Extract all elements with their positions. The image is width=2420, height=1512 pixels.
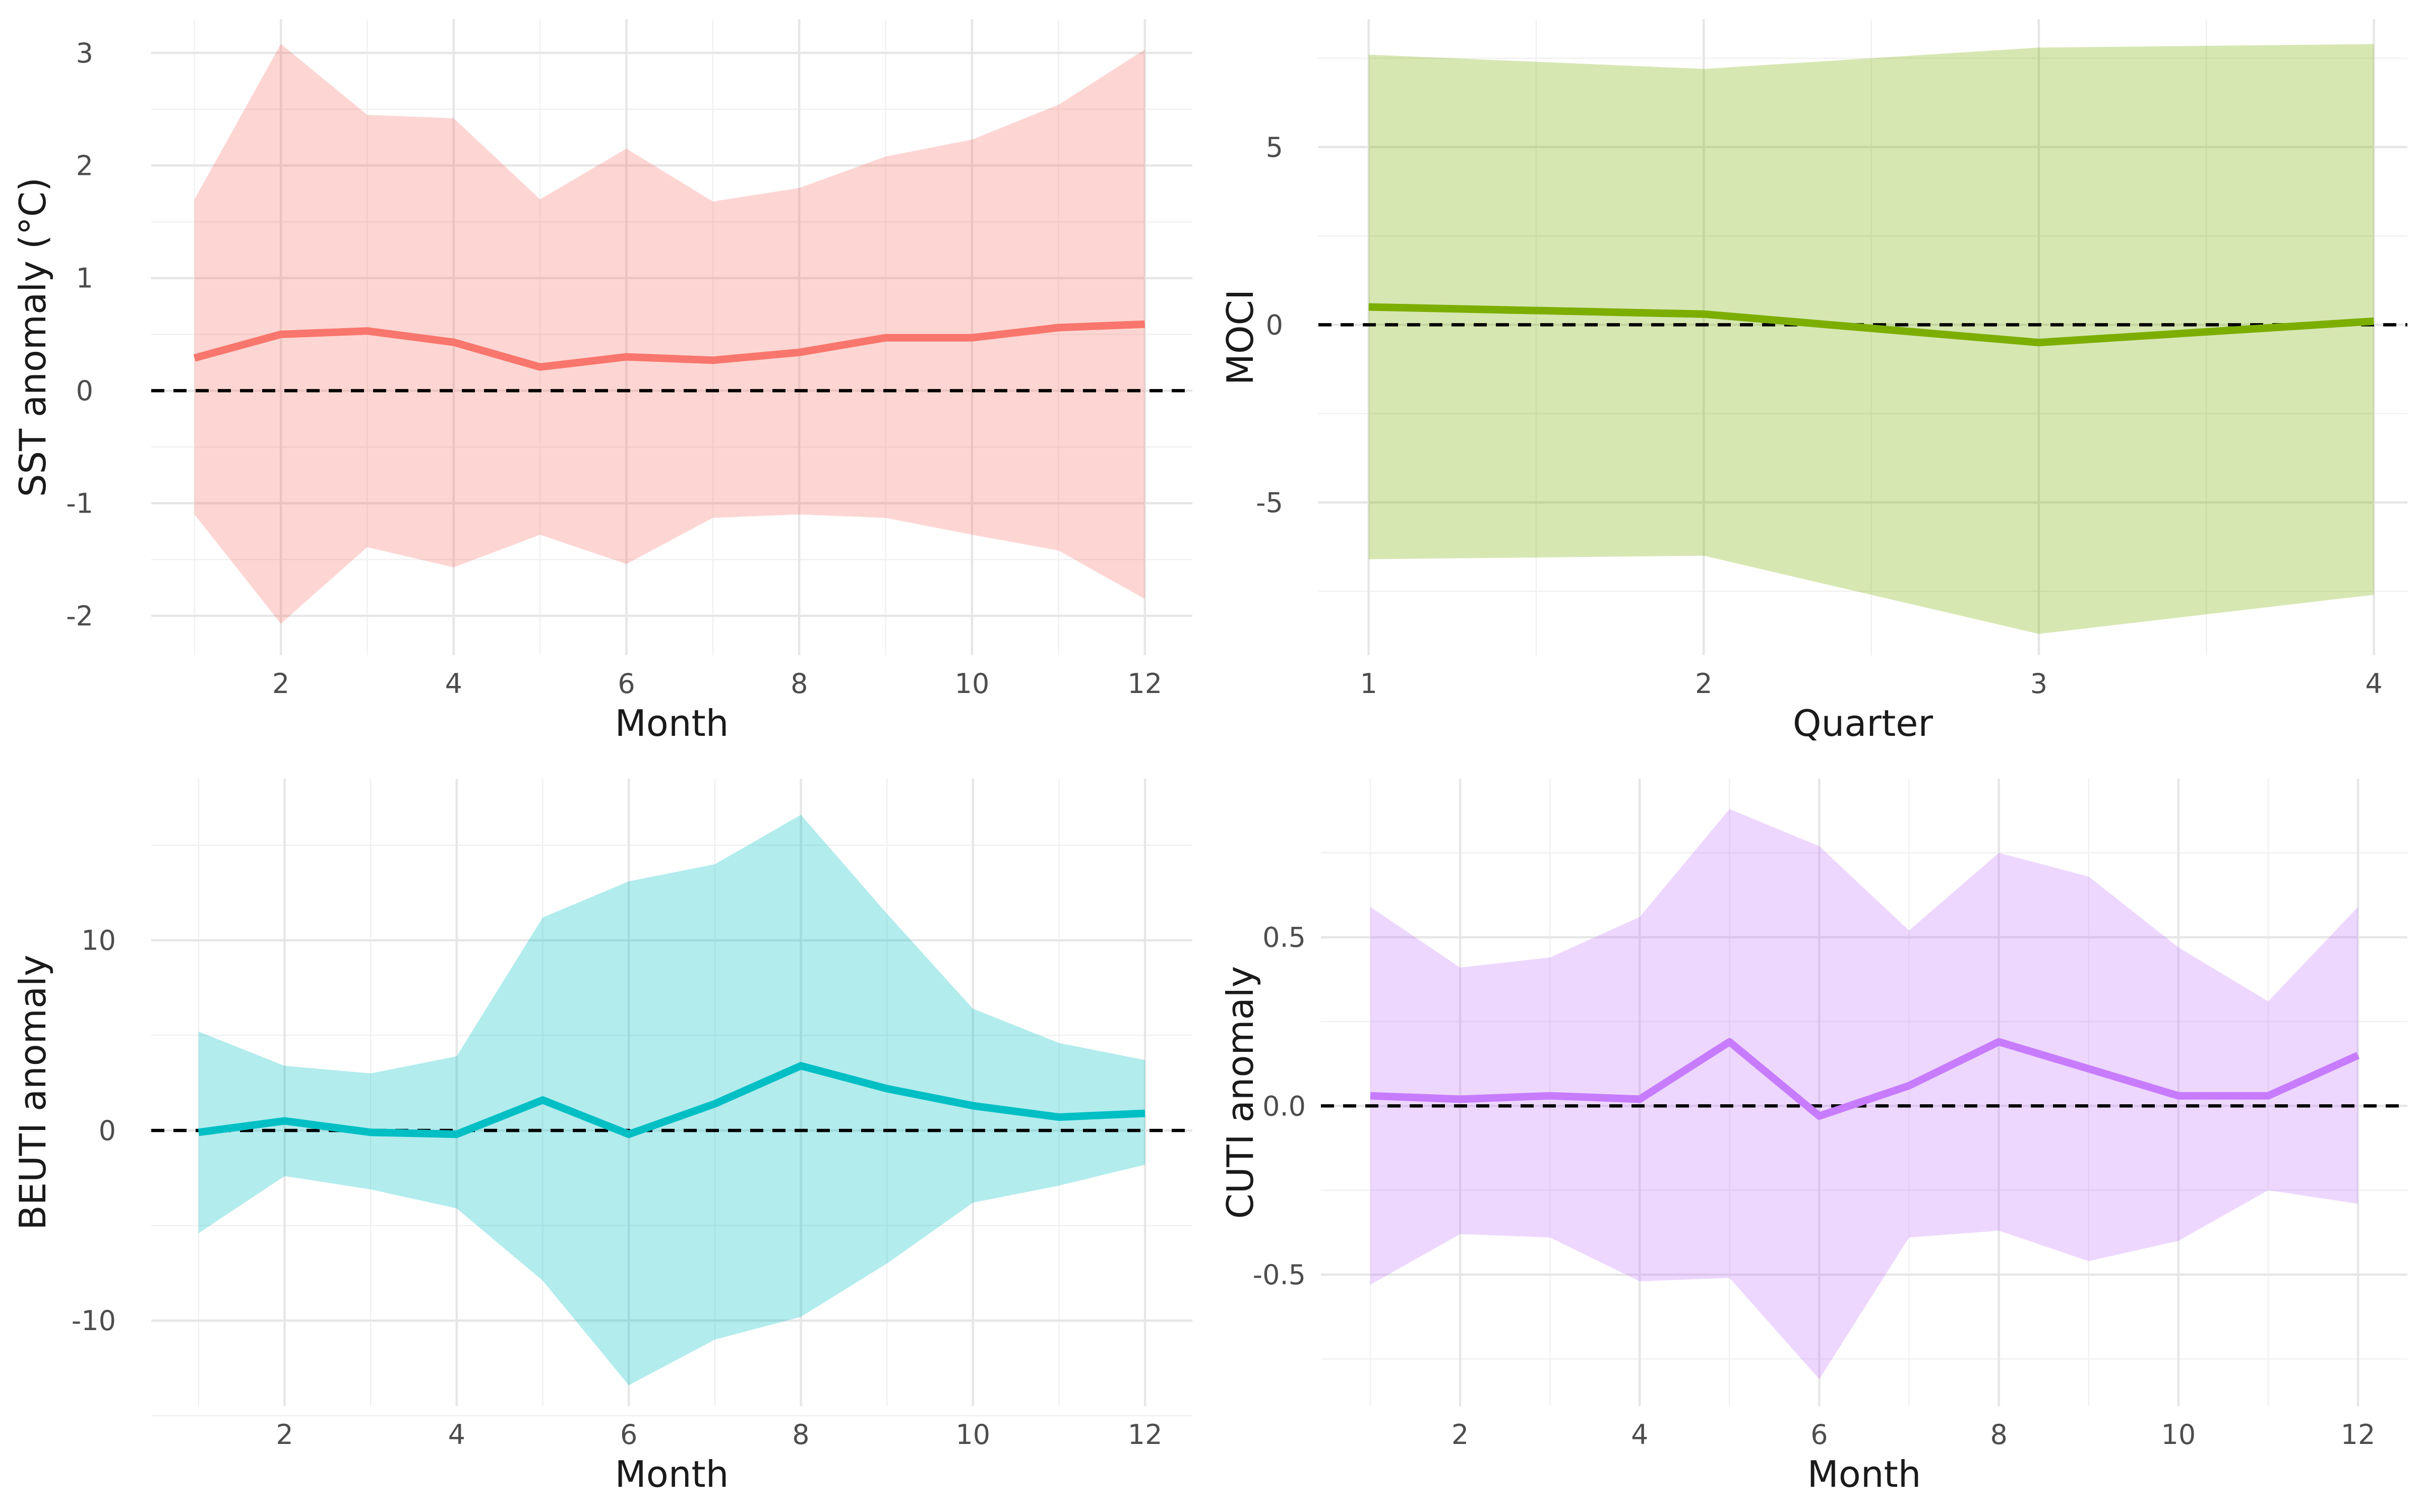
sst-y-tick-label: -1 — [66, 487, 93, 519]
beuti-x-tick-label: 10 — [955, 1419, 990, 1451]
cuti-ribbon — [1370, 809, 2358, 1379]
cuti-panel: 2 4 6 8 10 12 -0.5 0.0 0.5 Month CUTI anomaly — [1219, 779, 2407, 1495]
sst-y-tick-label: 2 — [76, 150, 93, 181]
sst-x-tick-label: 6 — [618, 668, 635, 700]
sst-x-tick-label: 4 — [445, 668, 462, 700]
beuti-x-tick-label: 2 — [276, 1419, 293, 1451]
sst-x-tick-label: 8 — [791, 668, 808, 700]
moci-panel: 1 2 3 4 -5 0 5 Quarter MOCI — [1219, 19, 2407, 744]
cuti-mean-line — [1370, 1038, 2360, 1120]
moci-y-axis-title: MOCI — [1219, 289, 1261, 385]
cuti-y-axis-title: CUTI anomaly — [1219, 966, 1261, 1219]
moci-x-tick-label: 4 — [2365, 668, 2382, 700]
beuti-y-axis-title: BEUTI anomaly — [12, 955, 54, 1230]
cuti-y-tick-label: 0.0 — [1262, 1090, 1306, 1122]
cuti-x-tick-label: 8 — [1990, 1419, 2007, 1451]
cuti-x-axis-title: Month — [1807, 1453, 1921, 1495]
beuti-y-tick-label: -10 — [72, 1305, 116, 1337]
moci-x-axis-title: Quarter — [1793, 702, 1933, 744]
sst-x-tick-label: 10 — [955, 668, 990, 700]
cuti-y-tick-label: -0.5 — [1253, 1259, 1306, 1291]
beuti-x-axis-title: Month — [615, 1453, 729, 1495]
sst-x-tick-label: 12 — [1127, 668, 1162, 700]
sst-ribbon — [194, 44, 1145, 624]
beuti-x-tick-label: 8 — [792, 1419, 809, 1451]
beuti-panel: 2 4 6 8 10 12 -10 0 10 Month BEUTI anomaly — [12, 779, 1192, 1495]
moci-x-tick-label: 2 — [1695, 668, 1712, 700]
moci-y-tick-label: 5 — [1266, 132, 1283, 163]
cuti-x-tick-label: 2 — [1451, 1419, 1469, 1451]
sst-y-tick-label: 1 — [76, 263, 93, 294]
beuti-x-tick-label: 12 — [1128, 1419, 1163, 1451]
sst-y-tick-label: 3 — [76, 37, 93, 69]
cuti-x-tick-label: 10 — [2161, 1419, 2196, 1451]
beuti-mean-line — [198, 1062, 1145, 1138]
cuti-x-tick-label: 4 — [1631, 1419, 1648, 1451]
beuti-x-tick-label: 6 — [620, 1419, 637, 1451]
sst-y-tick-label: 0 — [76, 375, 93, 407]
beuti-y-tick-label: 0 — [99, 1115, 116, 1147]
cuti-x-tick-label: 12 — [2341, 1419, 2376, 1451]
beuti-x-tick-label: 4 — [448, 1419, 465, 1451]
moci-mean-line — [1368, 303, 2374, 347]
sst-y-axis-title: SST anomaly (°C) — [12, 177, 54, 497]
moci-y-tick-label: -5 — [1256, 487, 1283, 519]
moci-ribbon — [1368, 44, 2374, 634]
sst-x-tick-label: 2 — [272, 668, 289, 700]
beuti-y-tick-label: 10 — [81, 925, 116, 957]
sst-x-axis-title: Month — [615, 702, 729, 744]
moci-x-tick-label: 1 — [1360, 668, 1377, 700]
moci-x-tick-label: 3 — [2030, 668, 2047, 700]
sst-mean-line — [193, 320, 1145, 371]
moci-y-tick-label: 0 — [1266, 309, 1283, 341]
sst-y-tick-label: -2 — [66, 600, 93, 632]
cuti-x-tick-label: 6 — [1810, 1419, 1828, 1451]
cuti-y-tick-label: 0.5 — [1262, 922, 1306, 954]
beuti-ribbon — [198, 814, 1145, 1385]
